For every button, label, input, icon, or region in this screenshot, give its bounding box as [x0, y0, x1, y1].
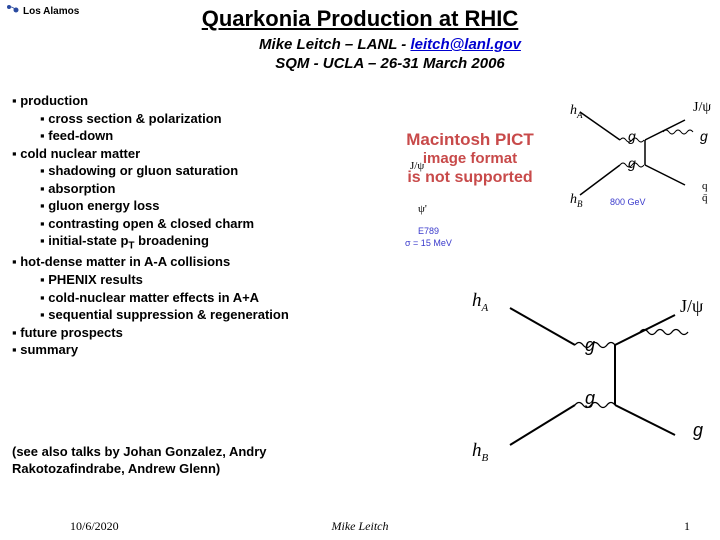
email-link[interactable]: leitch@lanl.gov [410, 36, 520, 53]
slide-title: Quarkonia Production at RHIC [160, 6, 560, 32]
bullet-production: production [12, 92, 382, 110]
bullet-open-closed: contrasting open & closed charm [40, 215, 382, 233]
logo-text: Los Alamos [23, 6, 79, 17]
label-sigma: σ = 15 MeV [405, 238, 452, 248]
label-800gev: 800 GeV [610, 197, 646, 207]
bullet-phenix: PHENIX results [40, 271, 382, 289]
label-e789: E789 [418, 226, 439, 236]
event-line: SQM - UCLA – 26-31 March 2006 [275, 55, 505, 72]
bullet-future: future prospects [12, 324, 382, 342]
label-psiprime: ψ' [418, 203, 427, 215]
bullet-hot-dense: hot-dense matter in A-A collisions [12, 253, 382, 271]
label-g2-top: g [628, 155, 636, 171]
footer-page: 1 [684, 519, 690, 534]
pict-placeholder-top: Macintosh PICT image format is not suppo… [375, 130, 565, 188]
slide-subtitle: Mike Leitch – LANL - leitch@lanl.gov SQM… [160, 36, 620, 74]
bullet-cold-nuclear: cold nuclear matter [12, 145, 382, 163]
label-q-top: q [702, 180, 708, 192]
outline-bullets: production cross section & polarization … [12, 92, 382, 359]
label-jpsi-annot: J/ψ [410, 160, 424, 172]
bullet-gluon-loss: gluon energy loss [40, 197, 382, 215]
label-g2-bottom: g [585, 388, 595, 409]
label-qbar-top: q̄ [702, 192, 708, 204]
bullet-cold-aa: cold-nuclear matter effects in A+A [40, 289, 382, 307]
label-hB-top: hB [570, 192, 583, 209]
label-g1-bottom: g [585, 335, 595, 356]
label-jpsi-top: J/ψ [693, 100, 711, 116]
footer-author: Mike Leitch [0, 519, 720, 534]
bullet-shadowing: shadowing or gluon saturation [40, 162, 382, 180]
label-g1-top: g [628, 128, 636, 144]
bullet-feed-down: feed-down [40, 127, 382, 145]
author-line: Mike Leitch – LANL - [259, 36, 410, 53]
bullet-pt-broadening: initial-state pT broadening [40, 232, 382, 253]
bullet-summary: summary [12, 341, 382, 359]
label-g3-top: g [700, 128, 708, 144]
bullet-sequential: sequential suppression & regeneration [40, 306, 382, 324]
lanl-logo: Los Alamos [6, 4, 79, 18]
label-hA-bottom: hA [472, 290, 488, 314]
label-hA-top: hA [570, 103, 583, 120]
label-jpsi-bottom: J/ψ [680, 296, 703, 317]
label-hB-bottom: hB [472, 440, 488, 464]
see-also-text: (see also talks by Johan Gonzalez, Andry… [12, 444, 362, 478]
bullet-absorption: absorption [40, 180, 382, 198]
feynman-svg-bottom [500, 290, 700, 470]
label-g3-bottom: g [693, 420, 703, 441]
logo-icon [6, 4, 20, 18]
bullet-cross-section: cross section & polarization [40, 110, 382, 128]
